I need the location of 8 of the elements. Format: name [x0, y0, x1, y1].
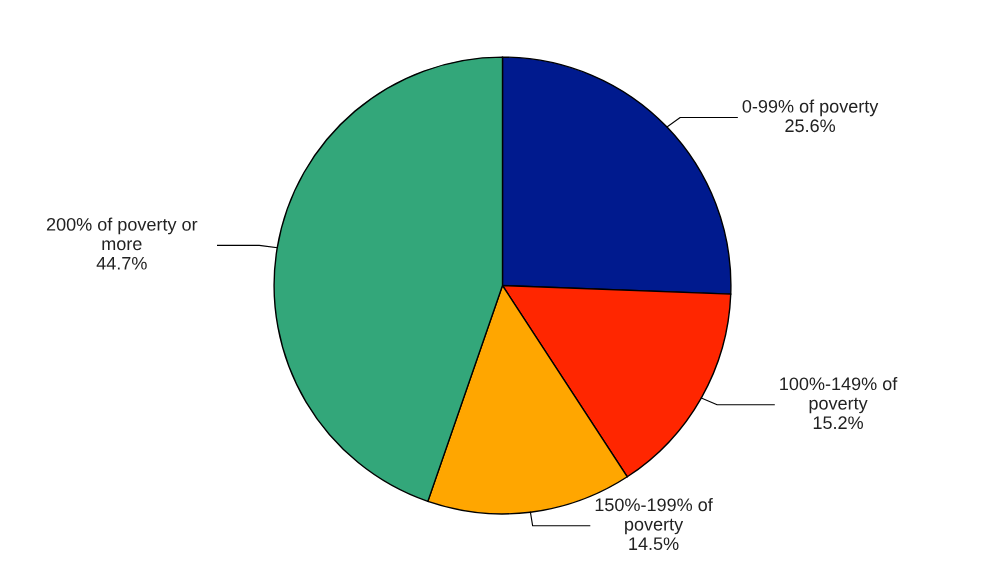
- slice-label: 100%-149% of poverty: [780, 376, 898, 414]
- slice-label: 200% of poverty or more: [46, 217, 198, 251]
- slice-label: 0-99% of poverty: [742, 99, 879, 117]
- data-label: 15.2%: [813, 416, 863, 430]
- data-label: 25.6%: [785, 119, 836, 133]
- slice-label: 150%-199% of poverty: [595, 497, 713, 535]
- data-label: 44.7%: [96, 256, 147, 270]
- data-label: 14.5%: [629, 537, 679, 551]
